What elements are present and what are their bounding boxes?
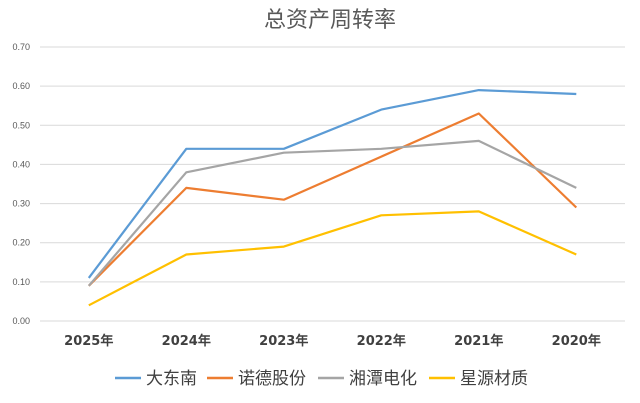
series-line-3 [87, 139, 577, 287]
x-tick-label: 2025年 [64, 333, 113, 349]
series-lines [87, 88, 578, 307]
legend: 大东南 诺德股份 湘潭电化 星源材质 [115, 369, 528, 389]
x-tick-label: 2022年 [357, 333, 406, 349]
x-axis-ticks: 2025年 2024年 2023年 2022年 2021年 2020年 [64, 333, 601, 349]
y-tick-label: 0.30 [12, 199, 30, 209]
y-tick-label: 0.50 [12, 120, 30, 130]
series-line-1 [87, 88, 577, 279]
y-tick-label: 0.60 [12, 81, 30, 91]
legend-label: 星源材质 [460, 369, 528, 389]
legend-label: 诺德股份 [238, 369, 306, 389]
x-tick-label: 2023年 [259, 333, 308, 349]
y-tick-label: 0.00 [12, 316, 30, 326]
chart-title: 总资产周转率 [264, 8, 396, 33]
x-tick-label: 2024年 [162, 333, 211, 349]
grid-lines [40, 46, 625, 322]
series-line-2 [88, 112, 578, 287]
y-tick-label: 0.40 [12, 159, 30, 169]
x-tick-label: 2020年 [552, 333, 601, 349]
y-axis-ticks: 0.00 0.10 0.20 0.30 0.40 0.50 0.60 0.70 [12, 42, 30, 326]
legend-label: 大东南 [146, 369, 197, 389]
x-tick-label: 2021年 [454, 333, 503, 349]
legend-label: 湘潭电化 [349, 369, 417, 389]
series-line-4 [88, 210, 577, 307]
y-tick-label: 0.70 [12, 42, 30, 52]
y-tick-label: 0.20 [12, 238, 30, 248]
y-tick-label: 0.10 [12, 277, 30, 287]
